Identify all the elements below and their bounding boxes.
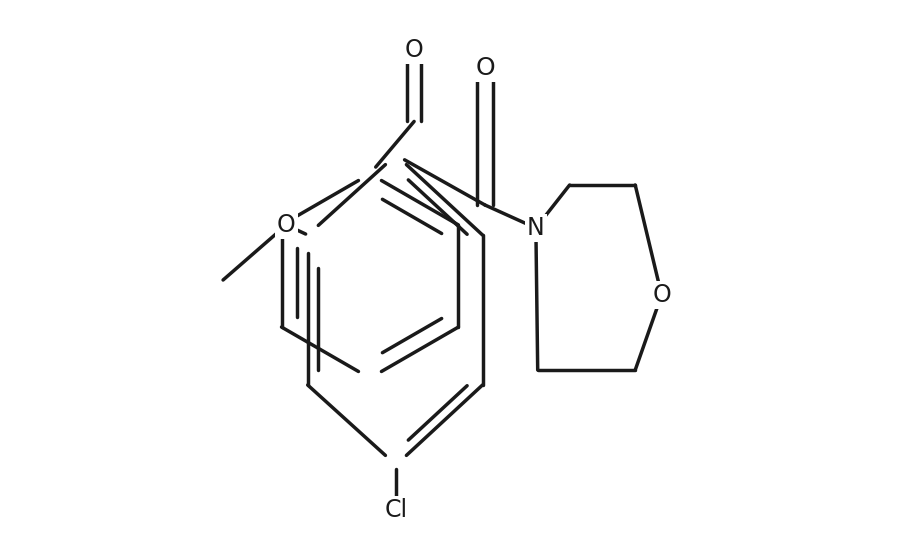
Text: Cl: Cl	[384, 498, 408, 522]
Text: O: O	[652, 283, 671, 307]
Text: O: O	[475, 56, 495, 80]
Text: N: N	[527, 216, 544, 240]
Text: O: O	[277, 213, 295, 237]
Text: O: O	[405, 38, 424, 62]
